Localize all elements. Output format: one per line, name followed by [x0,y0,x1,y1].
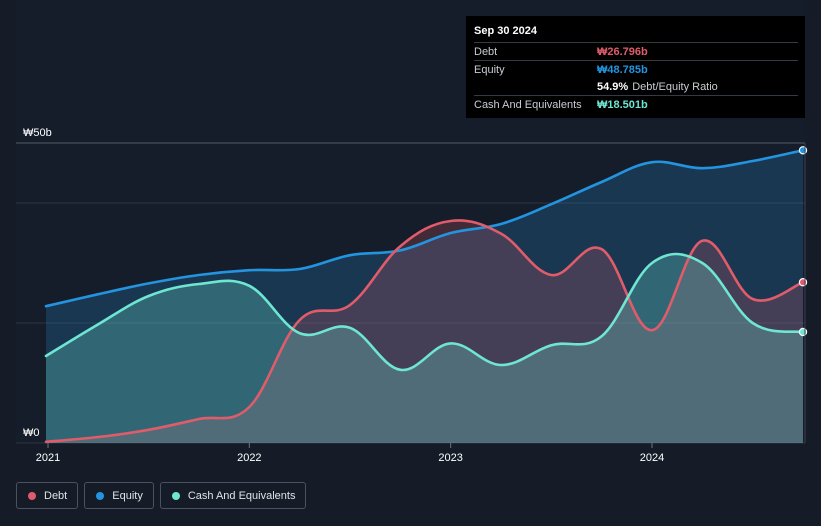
y-tick-label: ₩50b [23,127,52,139]
tooltip-debt-label: Debt [474,45,498,58]
x-tick-label: 2021 [36,452,60,464]
debt-endpoint [798,278,808,287]
tooltip-row-ratio: 54.9% Debt/Equity Ratio [474,78,798,95]
legend-debt-label: Debt [44,489,68,502]
tooltip-cash-value: ₩18.501b [597,98,648,111]
legend: Debt Equity Cash And Equivalents [16,482,307,509]
y-tick-label: ₩0 [23,427,40,439]
tooltip-row-cash: Cash And Equivalents ₩18.501b [474,95,798,113]
legend-item-cash[interactable]: Cash And Equivalents [159,482,307,509]
x-tick-label: 2024 [640,452,664,464]
tooltip-row-equity: Equity ₩48.785b [474,60,798,78]
tooltip-cash-label: Cash And Equivalents [474,98,582,111]
debt-line [44,219,805,444]
equity-area [45,150,803,444]
equity-line [44,148,805,308]
legend-item-debt[interactable]: Debt [16,482,79,509]
equity-dot-icon [96,491,105,500]
cash-area [45,253,803,443]
legend-equity-label: Equity [112,489,143,502]
tooltip-ratio-value: 54.9% [597,80,629,93]
equity-endpoint [798,146,808,155]
tooltip-ratio-label: Debt/Equity Ratio [632,80,718,93]
legend-item-equity[interactable]: Equity [84,482,154,509]
x-tick-label: 2023 [438,452,462,464]
tooltip-date: Sep 30 2024 [474,25,537,37]
tooltip-equity-label: Equity [474,63,505,76]
tooltip-row-debt: Debt ₩26.796b [474,42,798,60]
debt-area [45,220,803,443]
cash-line [44,252,805,372]
cash-dot-icon [171,491,180,500]
debt-dot-icon [28,491,36,500]
legend-cash-label: Cash And Equivalents [187,489,296,502]
x-tick-label: 2022 [237,452,261,464]
tooltip-debt-value: ₩26.796b [597,45,648,58]
tooltip-panel: Sep 30 2024 Debt ₩26.796b Equity ₩48.785… [466,16,805,118]
cash-endpoint [798,327,808,337]
tooltip-equity-value: ₩48.785b [597,63,648,76]
